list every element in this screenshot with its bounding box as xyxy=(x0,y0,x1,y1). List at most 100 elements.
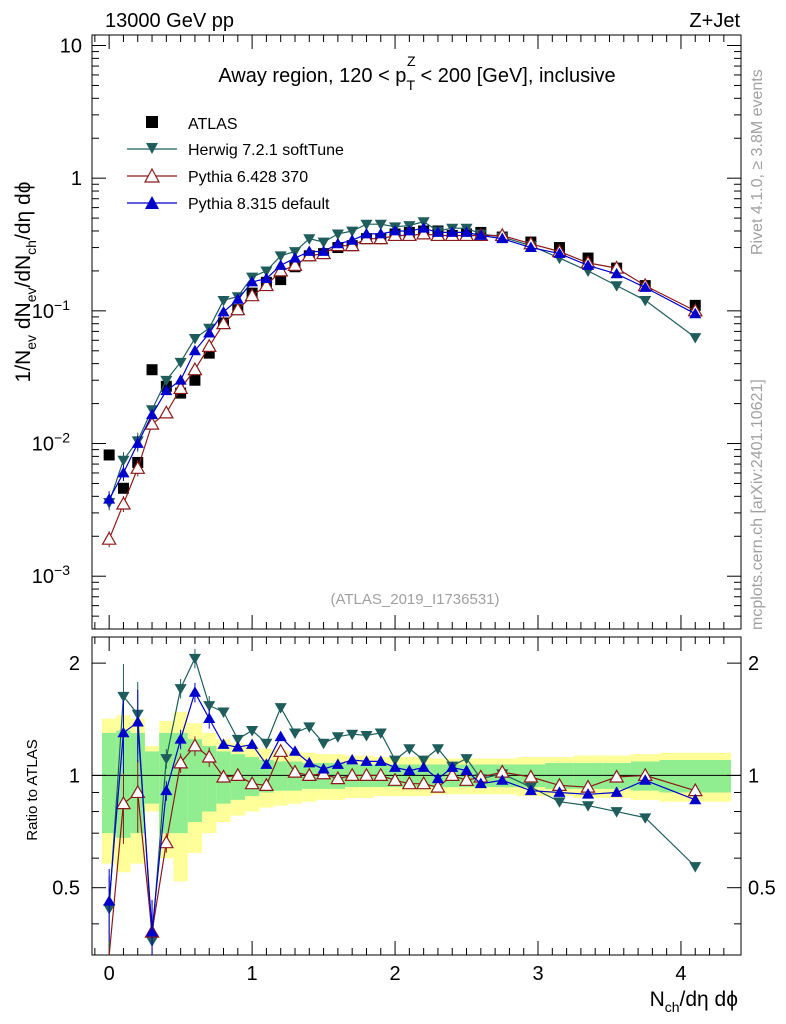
ytick-base: 10 xyxy=(32,566,54,588)
ratio-point xyxy=(260,738,273,750)
ratio-point xyxy=(230,767,246,781)
ratio-point xyxy=(401,775,417,790)
ratio-point xyxy=(303,756,316,768)
data-point xyxy=(231,293,244,304)
ratio-point xyxy=(215,769,232,783)
series-line xyxy=(108,233,696,540)
ratio-point xyxy=(523,769,539,783)
ylabel-p1: 1/N xyxy=(12,350,35,383)
title-sup: Z xyxy=(407,53,416,69)
data-point xyxy=(431,226,444,237)
data-point xyxy=(474,229,487,240)
data-point xyxy=(230,301,246,316)
watermark: (ATLAS_2019_I1736531) xyxy=(330,591,499,608)
ytick-base: 10 xyxy=(32,434,54,456)
ratio-point xyxy=(217,707,230,718)
data-point xyxy=(610,281,623,292)
data-point xyxy=(389,224,402,236)
ratio-point xyxy=(258,777,275,791)
data-point xyxy=(188,344,201,356)
ytick-exp: −2 xyxy=(54,430,70,446)
ratio-point xyxy=(317,738,330,750)
ratio-point xyxy=(581,801,595,812)
ratio-ytick-label-right: 2 xyxy=(748,653,759,675)
ratio-point xyxy=(389,761,402,772)
ratio-point xyxy=(174,733,187,744)
data-point xyxy=(274,251,287,262)
data-point xyxy=(303,245,316,256)
data-point xyxy=(496,232,509,244)
mcplots-label: mcplots.cern.ch [arXiv:2401.10621] xyxy=(749,379,766,630)
series-pythia-6-428-370 xyxy=(101,226,703,548)
ratio-point xyxy=(187,738,203,752)
data-point xyxy=(416,226,432,240)
ratio-point xyxy=(331,732,344,743)
data-point xyxy=(203,327,216,338)
ratio-point xyxy=(287,764,303,778)
title-post: < 200 [GeV], inclusive xyxy=(415,65,616,87)
ratio-point xyxy=(360,755,373,766)
ratio-ytick-label-left: 0.5 xyxy=(52,878,80,900)
data-point xyxy=(331,237,344,249)
ylabel-p2: dN xyxy=(12,302,35,335)
ratio-xlabel: Nch/dη dϕ xyxy=(650,988,738,1015)
ratio-ytick-label-right: 1 xyxy=(748,765,759,787)
ratio-point xyxy=(360,731,373,742)
ratio-point xyxy=(188,653,201,665)
ratio-point xyxy=(217,738,230,749)
ratio-xtick-label: 1 xyxy=(247,963,258,985)
ratio-ytick-label-right: 0.5 xyxy=(748,878,776,900)
legend-atlas-marker xyxy=(146,116,158,128)
data-point xyxy=(103,493,116,504)
ratio-point xyxy=(460,764,473,776)
ratio-point xyxy=(460,754,473,765)
data-point xyxy=(215,315,232,330)
ratio-point xyxy=(344,767,360,781)
data-point xyxy=(273,263,289,277)
legend: ATLAS Herwig 7.2.1 softTune Pythia 6.428… xyxy=(127,116,344,213)
data-point xyxy=(103,449,115,461)
data-point xyxy=(160,384,173,396)
data-point xyxy=(346,226,359,238)
ratio-point xyxy=(689,862,702,873)
data-point xyxy=(639,281,652,292)
main-ytick-label: 1 xyxy=(71,168,82,190)
ratio-point xyxy=(317,763,330,774)
ratio-series-line xyxy=(108,745,696,956)
ratio-point xyxy=(158,834,174,849)
series-line xyxy=(108,227,696,500)
ratio-point xyxy=(103,895,116,906)
series-line xyxy=(108,221,696,503)
main-ytick-label: 10−1 xyxy=(32,297,70,323)
main-plot-frame xyxy=(91,34,742,630)
ratio-point xyxy=(246,726,259,737)
data-point xyxy=(189,374,201,386)
legend-atlas-label: ATLAS xyxy=(188,116,238,133)
data-point xyxy=(203,347,215,359)
header-left: 13000 GeV pp xyxy=(105,10,234,32)
ratio-point xyxy=(117,726,130,738)
data-point xyxy=(581,259,595,270)
xlabel-base: N xyxy=(650,988,665,1011)
ylabel-p4: /dη dϕ xyxy=(12,182,35,240)
ratio-series-line xyxy=(108,656,696,941)
legend-pythia8: Pythia 8.315 default xyxy=(127,196,330,213)
ytick-base: 10 xyxy=(32,301,54,323)
ratio-plot-frame xyxy=(91,636,742,956)
ratio-point xyxy=(160,784,173,796)
data-point xyxy=(117,466,130,478)
ratio-point xyxy=(115,795,132,810)
data-point xyxy=(115,496,132,510)
data-point xyxy=(260,272,273,284)
legend-atlas: ATLAS xyxy=(146,116,238,133)
ratio-point xyxy=(403,744,416,755)
ratio-point xyxy=(389,755,402,767)
data-point xyxy=(317,245,330,256)
data-point xyxy=(331,229,344,240)
ratio-point xyxy=(117,691,130,703)
data-point xyxy=(174,357,187,369)
data-point xyxy=(317,237,330,249)
ytick-exp: −1 xyxy=(54,297,70,313)
ratio-point xyxy=(346,729,359,741)
